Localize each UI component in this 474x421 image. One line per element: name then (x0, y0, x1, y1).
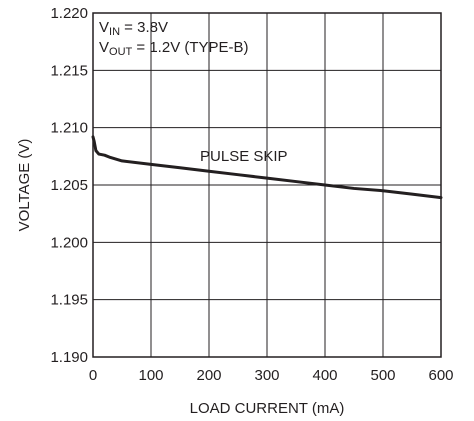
x-axis-title: LOAD CURRENT (mA) (190, 400, 345, 417)
x-tick-label: 500 (370, 367, 395, 384)
y-tick-label: 1.195 (50, 292, 88, 309)
series: PULSE SKIP (91, 135, 443, 200)
x-tick-label: 300 (254, 367, 279, 384)
y-tick-label: 1.210 (50, 120, 88, 137)
condition-text: VIN = 3.8V (99, 19, 168, 38)
x-tick-label: 600 (428, 367, 453, 384)
plot-frame (92, 12, 442, 358)
y-axis-ticks: 1.220 1.215 1.210 1.205 1.200 1.195 1.190 (50, 5, 88, 366)
x-tick-label: 100 (138, 367, 163, 384)
x-tick-label: 0 (89, 367, 97, 384)
y-tick-label: 1.215 (50, 62, 88, 79)
x-tick-label: 400 (312, 367, 337, 384)
y-tick-label: 1.205 (50, 177, 88, 194)
series-line (91, 135, 443, 200)
grid (93, 13, 441, 357)
y-tick-label: 1.200 (50, 234, 88, 251)
y-tick-label: 1.190 (50, 349, 88, 366)
x-axis-ticks: 0 100 200 300 400 500 600 (89, 367, 454, 384)
x-tick-label: 200 (196, 367, 221, 384)
y-tick-label: 1.220 (50, 5, 88, 22)
series-annotation: PULSE SKIP (200, 148, 288, 165)
condition-text: VOUT = 1.2V (TYPE-B) (99, 39, 249, 58)
y-axis-title: VOLTAGE (V) (16, 139, 33, 232)
